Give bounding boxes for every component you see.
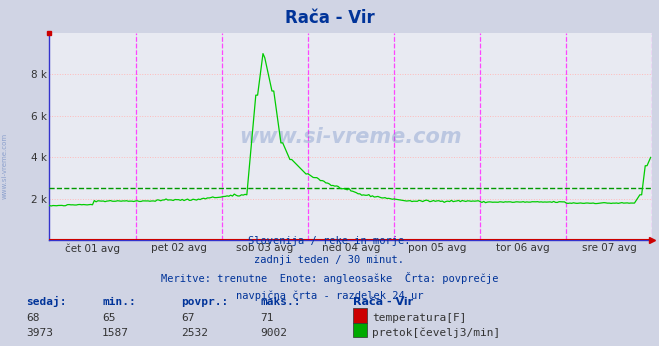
Text: 2532: 2532	[181, 328, 208, 338]
Text: min.:: min.:	[102, 297, 136, 307]
Text: 9002: 9002	[260, 328, 287, 338]
Text: 3973: 3973	[26, 328, 53, 338]
Text: temperatura[F]: temperatura[F]	[372, 313, 467, 323]
Text: 65: 65	[102, 313, 115, 323]
Text: 68: 68	[26, 313, 40, 323]
Text: sedaj:: sedaj:	[26, 296, 67, 307]
Text: Slovenija / reke in morje.: Slovenija / reke in morje.	[248, 236, 411, 246]
Text: www.si-vreme.com: www.si-vreme.com	[2, 133, 8, 199]
Text: 71: 71	[260, 313, 273, 323]
Text: 67: 67	[181, 313, 194, 323]
Text: www.si-vreme.com: www.si-vreme.com	[240, 127, 462, 147]
Text: povpr.:: povpr.:	[181, 297, 229, 307]
Text: 1587: 1587	[102, 328, 129, 338]
Text: maks.:: maks.:	[260, 297, 301, 307]
Text: pretok[čevelj3/min]: pretok[čevelj3/min]	[372, 327, 501, 338]
Text: zadnji teden / 30 minut.: zadnji teden / 30 minut.	[254, 255, 405, 265]
Text: navpična črta - razdelek 24 ur: navpična črta - razdelek 24 ur	[236, 291, 423, 301]
Text: Rača - Vir: Rača - Vir	[353, 297, 413, 307]
Text: Meritve: trenutne  Enote: angleosaške  Črta: povprečje: Meritve: trenutne Enote: angleosaške Črt…	[161, 272, 498, 284]
Text: Rača - Vir: Rača - Vir	[285, 9, 374, 27]
